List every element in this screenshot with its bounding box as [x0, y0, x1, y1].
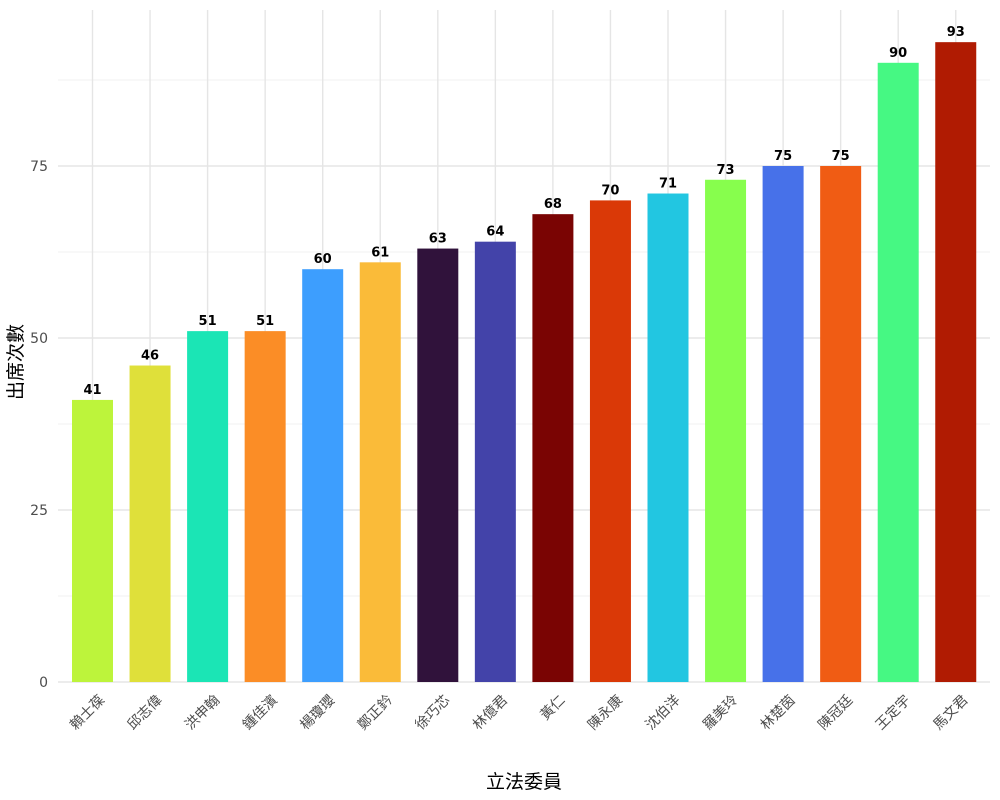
bar-value-label: 60 [314, 252, 332, 267]
bar [589, 200, 631, 682]
bar-value-label: 75 [774, 149, 792, 164]
bar-value-label: 70 [601, 183, 619, 198]
x-tick-label: 楊瓊瓔 [297, 692, 339, 734]
x-axis-ticks: 賴士葆 邱志偉 洪申翰 鍾佳濱 楊瓊瓔 鄭正鈐 徐巧芯 林億君 黃仁 陳永康 沈伯洋 羅美玲 林楚茵 陳冠… [67, 692, 971, 734]
x-tick-label: 邱志偉 [125, 692, 166, 733]
x-tick-label: 陳永康 [584, 692, 626, 734]
bar [820, 166, 862, 682]
x-tick-label: 林楚茵 [758, 692, 799, 733]
bar [877, 62, 919, 683]
x-axis-title: 立法委員 [486, 771, 562, 793]
x-tick-label: 洪申翰 [182, 692, 223, 733]
bar [359, 262, 401, 682]
bar-value-label: 90 [889, 46, 907, 61]
bar [417, 248, 459, 682]
x-tick-label: 賴士葆 [67, 692, 108, 733]
y-axis-ticks: 0 25 50 75 [30, 159, 48, 691]
bar [302, 269, 344, 682]
data-labels: 41 46 51 51 60 61 63 64 68 70 71 73 75 75 90 93 [83, 25, 964, 398]
y-tick-label: 25 [30, 503, 48, 519]
x-tick-label: 王定宇 [873, 692, 914, 733]
bar-value-label: 51 [199, 314, 217, 329]
bars [72, 42, 977, 683]
bar-value-label: 73 [717, 163, 735, 178]
x-tick-label: 鍾佳濱 [240, 692, 281, 733]
bar-value-label: 64 [486, 225, 504, 240]
bar-value-label: 68 [544, 197, 562, 212]
x-tick-label: 鄭正鈐 [354, 692, 396, 734]
bar [762, 166, 804, 682]
bar-value-label: 41 [83, 383, 101, 398]
bar [474, 241, 516, 682]
bar-value-label: 75 [832, 149, 850, 164]
bar [129, 365, 171, 682]
bar-value-label: 61 [371, 245, 389, 260]
y-tick-label: 50 [30, 331, 48, 347]
x-tick-label: 陳冠廷 [815, 692, 856, 733]
x-tick-label: 黃仁 [537, 692, 568, 723]
x-tick-label: 羅美玲 [700, 692, 741, 733]
y-axis-title: 出席次數 [5, 324, 27, 400]
bar-value-label: 71 [659, 177, 677, 192]
bar [532, 214, 574, 682]
x-tick-label: 沈伯洋 [643, 692, 684, 733]
y-tick-label: 75 [30, 159, 48, 175]
x-tick-label: 徐巧芯 [412, 692, 453, 733]
bar [647, 193, 689, 682]
bar [244, 331, 286, 682]
bar-value-label: 63 [429, 232, 447, 247]
y-tick-label: 0 [39, 675, 48, 691]
x-tick-label: 林億君 [470, 692, 511, 733]
x-tick-label: 馬文君 [930, 692, 971, 733]
bar [935, 42, 977, 683]
bar [705, 179, 747, 682]
bar [72, 399, 113, 682]
bar-value-label: 51 [256, 314, 274, 329]
bar [187, 331, 229, 682]
bar-value-label: 93 [947, 25, 965, 40]
bar-value-label: 46 [141, 349, 159, 364]
